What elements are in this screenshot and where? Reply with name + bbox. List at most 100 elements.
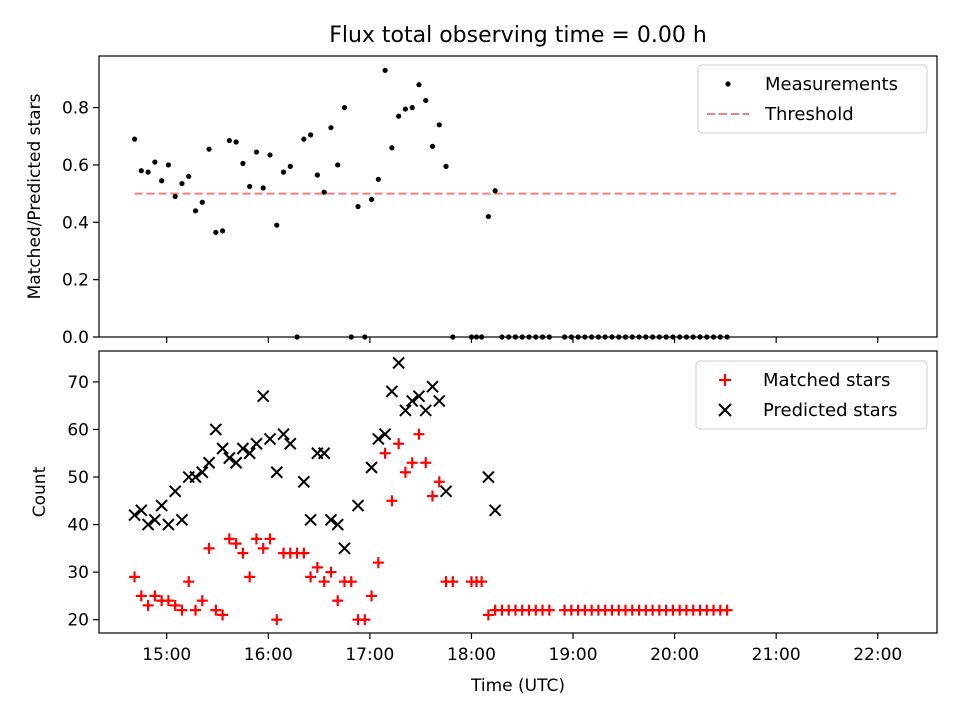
predicted-star-point [196,466,209,479]
matched-star-point [257,542,269,554]
matched-star-point [366,590,378,602]
measurement-point [409,105,415,111]
measurement-point [382,67,388,73]
predicted-star-point [338,542,351,555]
measurement-point [368,196,375,202]
measurement-point [308,132,314,138]
bottom-y-tick-label: 40 [67,516,89,536]
predicted-star-point [392,356,405,370]
matched-star-point [217,609,229,621]
predicted-star-point [202,456,216,469]
bottom-axes-frame [98,350,938,634]
predicted-star-point [284,437,297,450]
measurement-point [247,183,253,190]
bottom-x-tick-label: 21:00 [752,645,801,665]
measurement-point [280,169,287,175]
measurement-point [206,146,212,152]
measurement-point [179,180,185,187]
predicted-star-point [419,404,432,417]
matched-star-point [386,495,398,507]
measurement-point [389,145,395,151]
top-y-tick-label: 0.8 [62,99,89,119]
measurement-point [301,136,307,142]
predicted-star-point [405,394,419,408]
matched-star-point [237,547,249,559]
measurement-point [321,189,327,195]
measurement-point [328,125,334,131]
matched-star-point [223,533,235,545]
bottom-panel: 20 30 40 50 60 70 15:00 16:00 17:00 18:00 19:00 20… [30,350,938,696]
predicted-star-point [148,513,162,527]
predicted-star-point [135,504,148,517]
bottom-legend-box [695,360,928,430]
measurement-point [131,136,138,142]
matched-star-point [230,538,242,550]
matched-star-point [359,614,371,626]
measurement-point [492,188,498,194]
bottom-y-axis-label: Count [30,466,50,517]
matched-star-point [311,561,323,573]
legend-measurements-marker [725,81,731,87]
top-y-tick-label: 0.2 [62,271,89,291]
matched-star-point [176,604,188,616]
top-panel: 0.00.20.40.60.8 Matched/Predicted stars … [25,55,938,348]
matched-star-point [264,533,276,545]
measurement-point [192,208,199,214]
bottom-x-tick-label: 16:00 [244,645,293,665]
matched-star-point [406,457,418,469]
measurement-point [159,178,165,184]
matched-star-point [244,571,256,583]
measurement-point [138,168,144,174]
predicted-star-point [209,423,223,436]
matched-star-point [399,466,411,478]
matched-star-point [196,595,208,607]
matched-star-point [210,604,222,616]
measurement-point [240,160,246,167]
matched-star-point [393,438,405,450]
measurement-point [485,213,491,220]
bottom-y-tick-label: 20 [67,611,89,631]
measurement-point [253,149,260,155]
bottom-y-ticks: 20 30 40 50 60 70 [67,373,99,631]
measurement-point [396,113,402,119]
matched-star-point [169,599,181,611]
matched-star-point [183,576,195,588]
bottom-y-tick-label: 70 [67,373,89,393]
bottom-x-tick-label: 22:00 [853,645,902,665]
matched-star-point [162,595,174,607]
measurement-point [213,229,219,235]
matched-star-point [427,490,439,502]
matched-star-point [271,614,283,626]
matched-star-point [318,576,330,588]
bottom-x-axis-label: Time (UTC) [470,676,565,696]
top-y-axis-label: Matched/Predicted stars [25,93,45,299]
predicted-star-point [412,389,426,403]
predicted-star-point [372,432,385,446]
matched-star-point [543,604,555,616]
measurement-point [443,163,449,169]
legend-predicted-label: Predicted stars [763,400,897,421]
predicted-star-point [168,485,182,498]
matched-star-point [379,447,391,459]
matched-star-point [305,571,317,583]
matched-star-point [482,609,494,621]
matched-star-point [189,604,201,616]
measurement-point [355,203,361,210]
top-y-tick-label: 0.6 [62,156,89,176]
matched-star-point [447,576,459,588]
bottom-y-tick-label: 60 [67,420,89,440]
predicted-star-point [317,447,331,460]
bottom-x-tick-label: 15:00 [142,645,191,665]
measurement-point [172,193,178,200]
top-legend: Measurements Threshold [697,64,928,134]
predicted-star-point [331,518,344,531]
measurement-point [267,152,273,158]
predicted-star-point [155,499,168,512]
measurement-point [145,169,151,175]
measurement-point [260,185,266,191]
matched-star-point [721,604,733,616]
predicted-star-point [324,513,338,527]
matched-star-point [413,428,425,440]
measurement-point [436,122,442,128]
matched-star-point [332,595,344,607]
